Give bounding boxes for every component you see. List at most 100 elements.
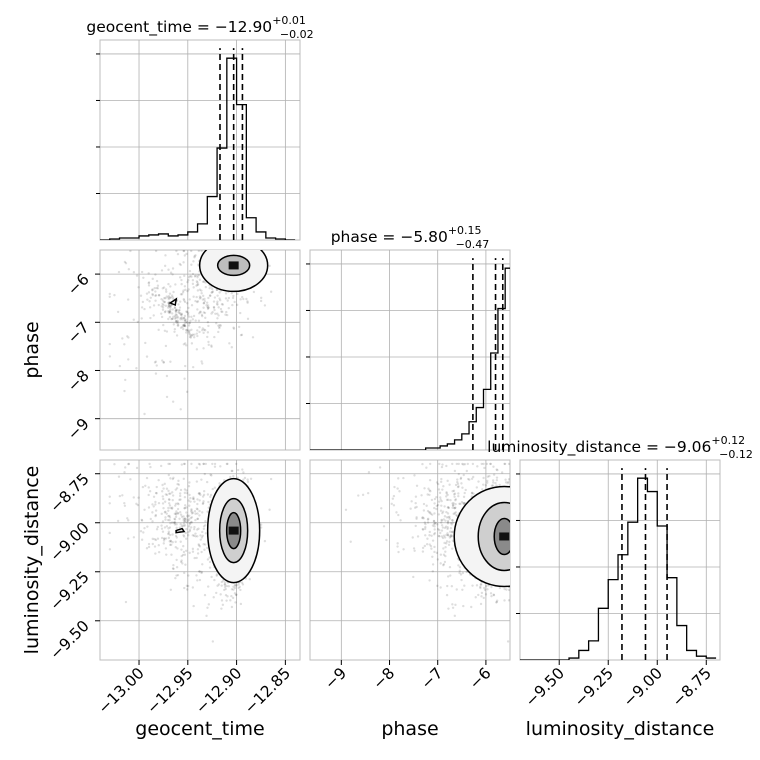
sample-point [463,501,466,505]
sample-point [172,290,175,294]
sample-point [208,556,211,559]
sample-point [177,311,180,314]
sample-point [184,517,187,521]
sample-point [165,395,169,399]
sample-point [480,583,483,586]
sample-point [441,488,444,491]
sample-point [455,462,458,466]
sample-point [164,304,168,308]
sample-point [151,542,154,546]
sample-point [165,295,168,298]
sample-point [154,552,157,555]
sample-point [468,478,471,481]
sample-point [224,292,228,295]
sample-point [170,294,174,297]
sample-point [155,286,158,290]
sample-point [448,517,451,520]
sample-point [237,325,241,329]
sample-point [494,481,497,485]
sample-point [169,285,172,288]
sample-point [162,539,166,542]
sample-point [174,309,178,312]
sample-point [449,535,452,538]
sample-point [165,330,169,333]
sample-point [495,601,498,604]
sample-point [124,466,127,469]
sample-point [195,556,198,560]
sample-point [203,297,206,301]
sample-point [167,530,171,533]
sample-point [196,308,199,311]
sample-point [503,462,507,466]
sample-point [444,546,447,549]
sample-point [175,526,178,530]
sample-point [227,296,231,300]
sample-point [167,295,171,298]
sample-point [432,533,436,536]
sample-point [445,510,448,514]
sample-point [432,519,436,523]
sample-point [178,300,182,303]
sample-point [445,498,449,502]
sample-point [447,516,450,519]
sample-point [185,511,188,514]
density-peak [228,261,239,270]
sample-point [200,250,203,253]
sample-point [188,321,191,325]
sample-point [183,571,186,575]
sample-point [144,341,147,345]
sample-point [196,498,199,501]
sample-point [220,584,223,587]
sample-point [189,500,192,503]
sample-point [201,495,205,498]
sample-point [206,510,209,513]
sample-point [190,333,193,337]
sample-point [188,298,191,301]
sample-point [197,462,201,466]
sample-point [171,267,175,270]
sample-point [157,294,161,297]
sample-point [344,508,348,512]
y-tick-label: −9.50 [47,617,93,663]
sample-point [213,578,216,582]
sample-point [451,530,454,534]
sample-point [421,550,425,553]
sample-point [171,533,174,536]
sample-point [190,510,193,513]
sample-point [188,333,192,336]
sample-point [184,549,188,552]
sample-point [201,298,205,301]
sample-point [435,481,439,484]
sample-point [174,512,178,515]
sample-point [168,516,172,519]
sample-point [197,319,201,322]
sample-point [183,285,187,288]
sample-point [180,463,184,466]
sample-point [218,326,221,330]
sample-point [208,566,212,569]
sample-point [479,585,482,589]
sample-point [380,507,383,510]
sample-point [167,305,171,308]
sample-point [144,484,147,487]
sample-point [149,517,152,521]
sample-point [462,495,466,499]
sample-point [453,492,457,495]
sample-point [196,552,200,555]
sample-point [183,504,187,507]
sample-point [201,327,205,330]
sample-point [182,517,185,521]
sample-point [433,545,436,549]
sample-point [169,539,172,542]
y-tick-label: −8.75 [47,470,93,516]
sample-point [430,498,434,502]
sample-point [189,497,192,500]
sample-point [187,574,190,577]
sample-point [188,521,191,525]
sample-point [154,500,157,504]
sample-point [217,324,220,327]
sample-point [169,296,173,299]
sample-point [208,287,211,290]
sample-point [161,502,165,505]
sample-point [441,510,445,513]
